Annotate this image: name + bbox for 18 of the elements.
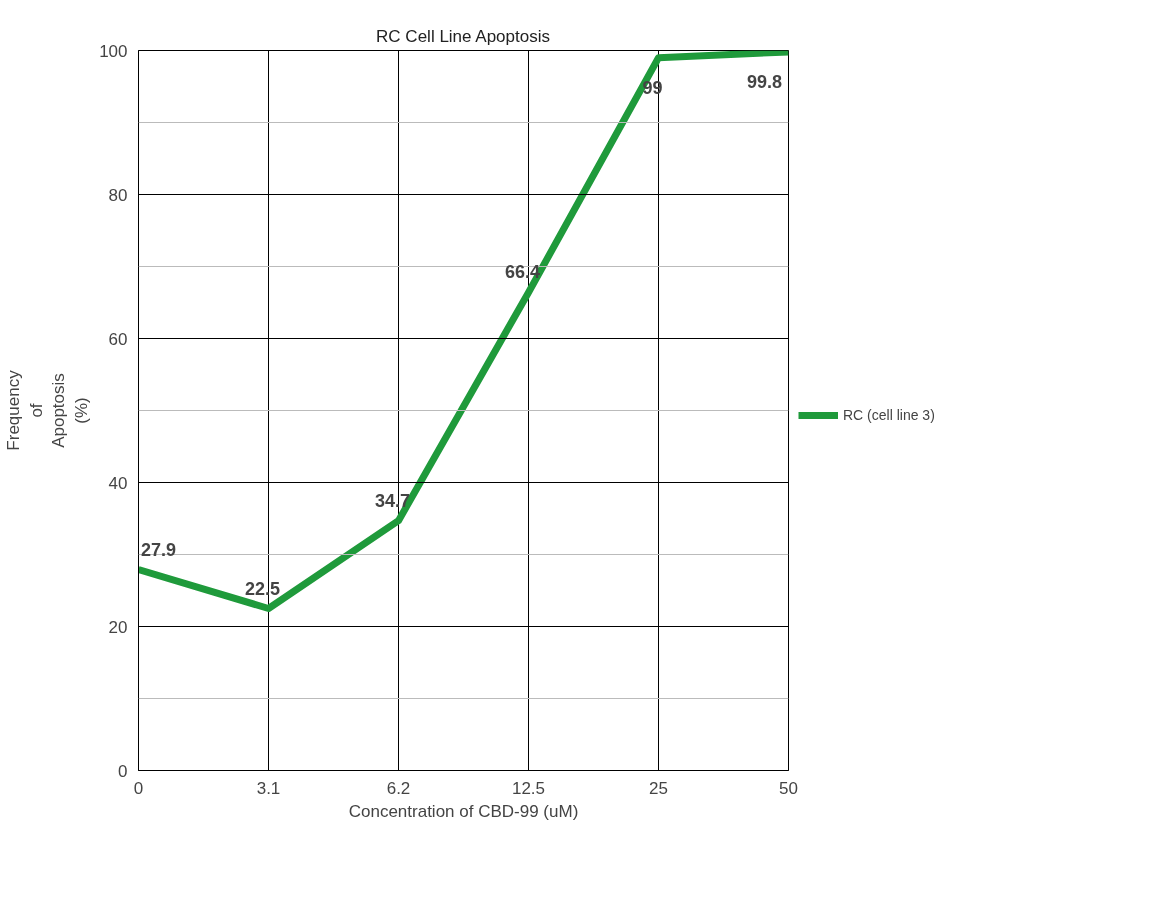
y-tick-label: 60 <box>108 329 128 349</box>
data-label: 99.8 <box>746 71 783 92</box>
y-axis-title: Frequency of Apoptosis (%) <box>3 369 92 451</box>
y-tick-label: 20 <box>108 617 128 637</box>
x-tick-label: 3.1 <box>256 778 281 798</box>
x-tick-label: 50 <box>779 778 798 798</box>
x-axis-title: Concentration of CBD-99 (uM) <box>348 801 579 821</box>
chart-title: RC Cell Line Apoptosis <box>376 26 550 46</box>
y-tick-label: 40 <box>108 473 128 493</box>
y-tick-label: 100 <box>99 41 128 61</box>
legend-label: RC (cell line 3) <box>843 407 935 423</box>
y-tick-label: 80 <box>108 185 128 205</box>
x-tick-label: 25 <box>649 778 668 798</box>
data-label: 27.9 <box>140 539 177 560</box>
x-tick-label: 12.5 <box>511 778 546 798</box>
y-tick-label: 0 <box>118 761 128 781</box>
x-tick-label: 6.2 <box>386 778 411 798</box>
x-tick-label: 0 <box>133 778 144 798</box>
